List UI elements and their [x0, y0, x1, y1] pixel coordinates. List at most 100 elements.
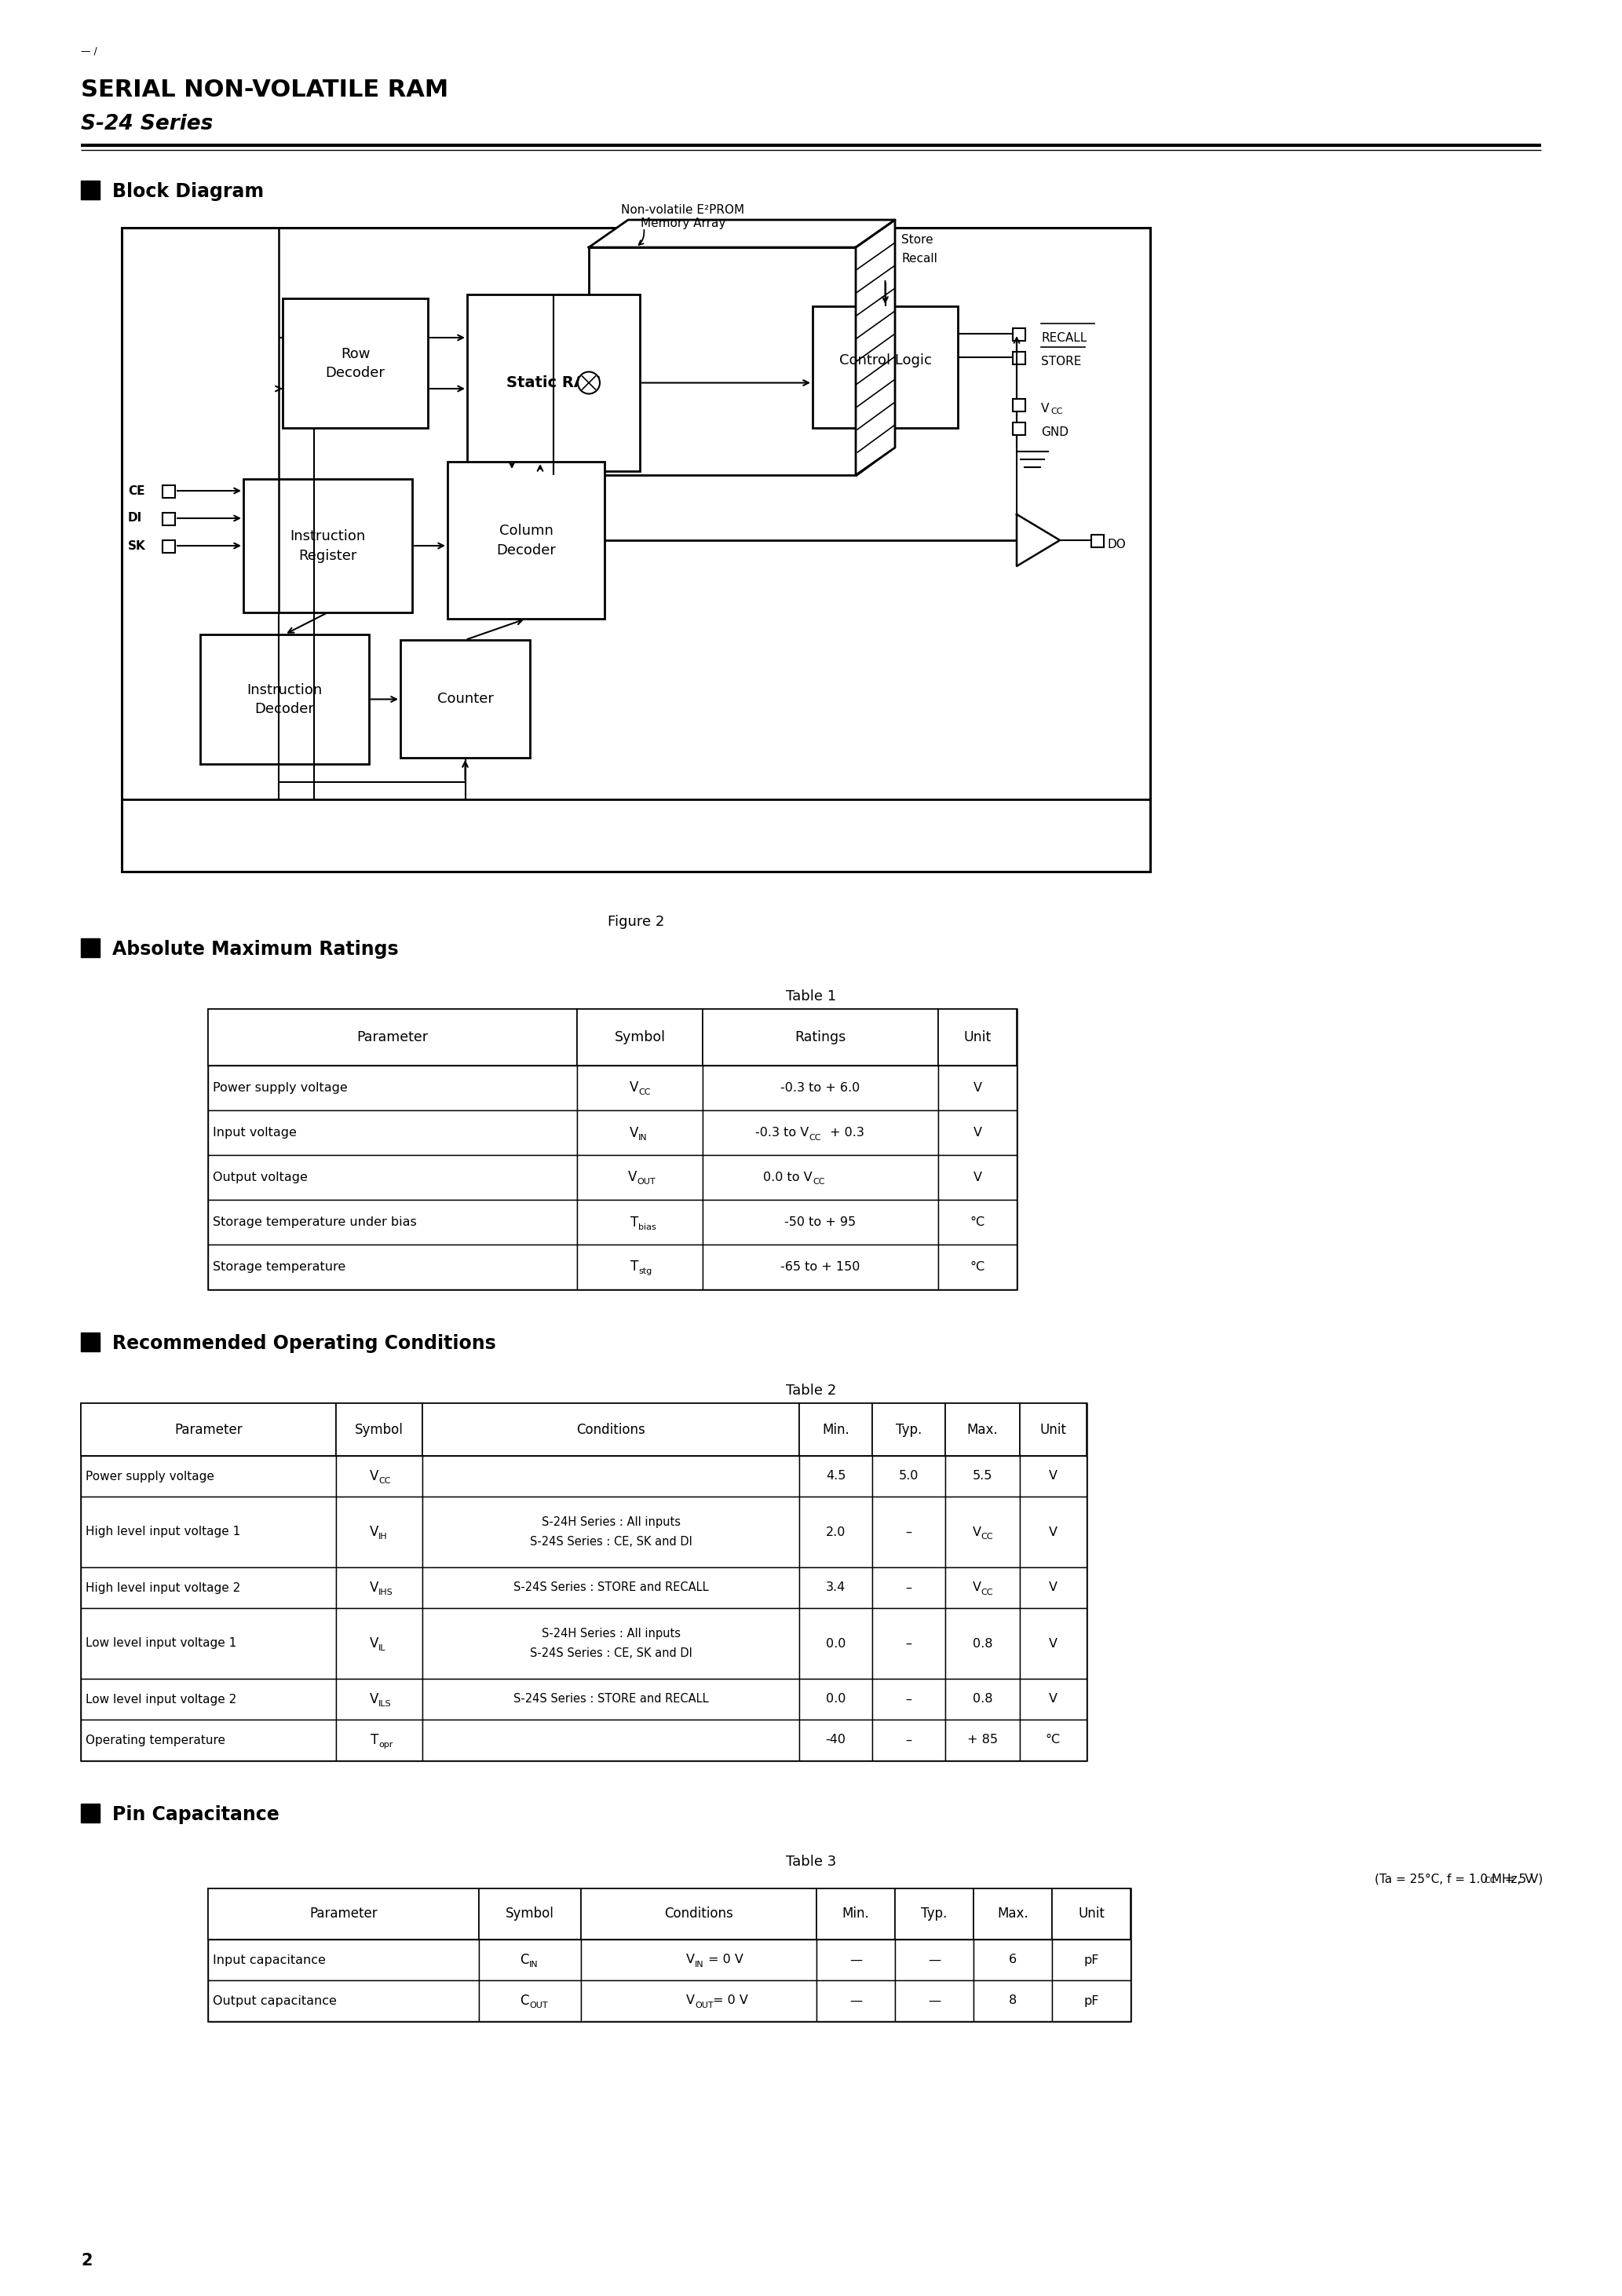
Text: Typ.: Typ. [921, 1908, 947, 1922]
Text: IN: IN [694, 1961, 704, 1968]
Text: CC: CC [981, 1589, 993, 1596]
Bar [208, 1981, 478, 2020]
Bar [973, 1940, 1053, 1981]
Text: Non-volatile E²PROM: Non-volatile E²PROM [621, 204, 744, 216]
Text: Ratings: Ratings [795, 1031, 847, 1045]
Text: –: – [905, 1527, 912, 1538]
Text: S-24H Series : All inputs: S-24H Series : All inputs [542, 1628, 680, 1639]
Text: + 0.3: + 0.3 [830, 1127, 865, 1139]
Text: V: V [370, 1692, 378, 1706]
Bar [81, 1456, 336, 1497]
Bar [1020, 1720, 1087, 1761]
Text: Store: Store [902, 234, 933, 246]
Text: Typ.: Typ. [895, 1424, 921, 1437]
Text: Max.: Max. [998, 1908, 1028, 1922]
Text: Recommended Operating Conditions: Recommended Operating Conditions [112, 1334, 496, 1352]
Text: -65 to + 150: -65 to + 150 [780, 1261, 860, 1272]
Bar [336, 1720, 422, 1761]
Text: DO: DO [1106, 540, 1126, 551]
Text: V: V [686, 1954, 694, 1965]
Text: Decoder: Decoder [496, 544, 556, 558]
Text: Figure 2: Figure 2 [608, 914, 665, 930]
Text: ILS: ILS [378, 1699, 391, 1708]
Text: = 5 V): = 5 V) [1500, 1874, 1543, 1885]
Bar [208, 1065, 577, 1111]
Bar [208, 1890, 478, 1940]
Bar [581, 1981, 816, 2020]
Text: -0.3 to V: -0.3 to V [756, 1127, 809, 1139]
Bar [81, 939, 99, 957]
Bar [1020, 1568, 1087, 1607]
Bar [946, 1497, 1020, 1568]
Bar [1020, 1607, 1087, 1678]
Text: –: – [905, 1637, 912, 1649]
Bar [336, 1456, 422, 1497]
Bar [162, 484, 175, 498]
Text: CE: CE [128, 484, 144, 496]
Text: Parameter: Parameter [357, 1031, 428, 1045]
Bar [467, 294, 639, 471]
Text: Instruction: Instruction [290, 530, 365, 544]
Bar [208, 1008, 577, 1065]
Text: —: — [928, 1995, 941, 2007]
Bar [946, 1456, 1020, 1497]
Bar [577, 1201, 702, 1244]
Bar [873, 1720, 946, 1761]
Bar [1053, 1940, 1131, 1981]
Bar [581, 1890, 816, 1940]
Text: V: V [370, 1637, 378, 1651]
Text: S-24S Series : STORE and RECALL: S-24S Series : STORE and RECALL [513, 1582, 709, 1593]
Text: S-24 Series: S-24 Series [81, 115, 212, 133]
Text: —: — [928, 1954, 941, 1965]
Text: 0.0: 0.0 [826, 1694, 845, 1706]
Bar [81, 1720, 336, 1761]
Text: Max.: Max. [967, 1424, 998, 1437]
Text: °C: °C [970, 1261, 985, 1272]
Bar [946, 1720, 1020, 1761]
Bar [1092, 535, 1105, 546]
Bar [813, 305, 959, 427]
Bar [81, 1332, 99, 1352]
Text: Row: Row [341, 347, 370, 360]
Bar [1012, 351, 1025, 365]
Text: Absolute Maximum Ratings: Absolute Maximum Ratings [112, 939, 399, 960]
Text: bias: bias [639, 1224, 657, 1231]
Bar [422, 1403, 800, 1456]
Text: 5.5: 5.5 [973, 1469, 993, 1483]
Bar [577, 1111, 702, 1155]
Text: Table 3: Table 3 [785, 1855, 837, 1869]
Bar [938, 1065, 1017, 1111]
Text: 3.4: 3.4 [826, 1582, 845, 1593]
Bar [243, 480, 412, 613]
Bar [162, 540, 175, 553]
Text: High level input voltage 2: High level input voltage 2 [86, 1582, 240, 1593]
Text: S-24S Series : CE, SK and DI: S-24S Series : CE, SK and DI [530, 1649, 693, 1660]
Bar [401, 641, 530, 758]
Text: RECALL: RECALL [1041, 333, 1087, 344]
Bar [946, 1568, 1020, 1607]
Bar [873, 1497, 946, 1568]
Bar [1053, 1981, 1131, 2020]
Bar [282, 298, 428, 427]
Bar [702, 1008, 938, 1065]
Text: CC: CC [809, 1134, 821, 1141]
Text: V: V [686, 1995, 694, 2007]
Text: Instruction: Instruction [247, 682, 323, 698]
Bar [702, 1111, 938, 1155]
Text: °C: °C [1046, 1733, 1061, 1745]
Text: IHS: IHS [378, 1589, 393, 1596]
Bar [1053, 1890, 1131, 1940]
Text: S-24S Series : CE, SK and DI: S-24S Series : CE, SK and DI [530, 1536, 693, 1548]
Bar [1020, 1678, 1087, 1720]
Bar [1012, 422, 1025, 434]
Text: V: V [973, 1081, 981, 1093]
Bar [208, 1201, 577, 1244]
Bar [336, 1607, 422, 1678]
Bar [946, 1403, 1020, 1456]
Bar [800, 1497, 873, 1568]
Bar [422, 1497, 800, 1568]
Text: Low level input voltage 2: Low level input voltage 2 [86, 1694, 237, 1706]
Bar [200, 634, 368, 765]
Bar [422, 1607, 800, 1678]
Bar [81, 1403, 1087, 1761]
